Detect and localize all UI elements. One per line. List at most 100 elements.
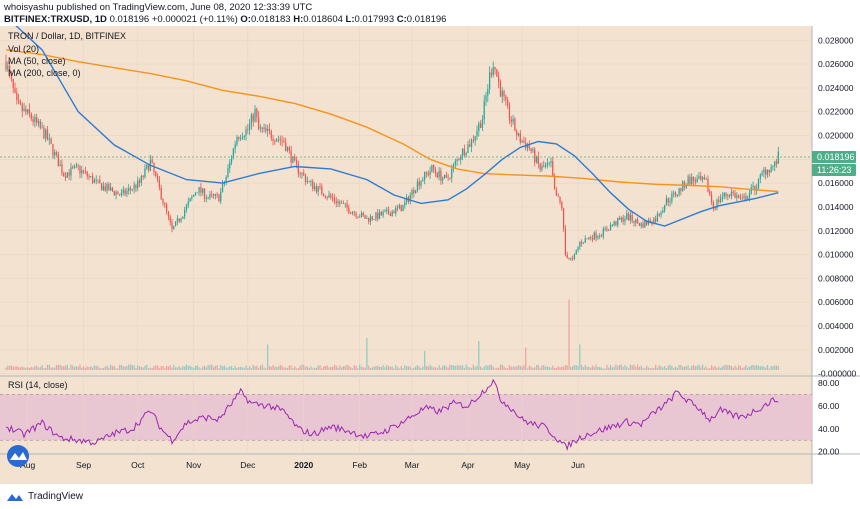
candle-body [268, 128, 271, 132]
volume-bar [700, 367, 702, 370]
candle-body [582, 242, 585, 244]
volume-bar [324, 365, 327, 370]
candle-body [211, 194, 213, 195]
candle-body [656, 213, 659, 222]
volume-bar [355, 365, 357, 370]
volume-bar [147, 368, 150, 370]
legend-ma200[interactable]: MA (200, close, 0) [8, 68, 81, 78]
candle-body [449, 177, 451, 179]
candle-body [662, 210, 664, 213]
candle-body [496, 69, 498, 77]
volume-bar [312, 368, 314, 370]
candle-body [45, 129, 47, 139]
rsi-legend[interactable]: RSI (14, close) [8, 380, 68, 390]
candle-body [620, 217, 622, 220]
volume-bar [369, 368, 372, 370]
candle-body [193, 195, 195, 197]
symbol-label: BITFINEX:TRXUSD, 1D [4, 14, 107, 25]
volume-bar [671, 365, 673, 370]
candle-body [687, 176, 689, 185]
volume-bar [247, 368, 249, 370]
close-label: C: [396, 14, 407, 25]
volume-bar [716, 367, 718, 370]
volume-bar [402, 368, 404, 370]
candle-body [597, 236, 599, 239]
volume-bar [301, 364, 303, 370]
tradingview-brand[interactable]: TradingView [6, 491, 83, 502]
volume-bar [599, 366, 601, 370]
candle-body [738, 195, 740, 198]
volume-bar [582, 367, 585, 370]
legend-vol[interactable]: Vol (20) [8, 44, 39, 54]
candle-body [458, 159, 460, 161]
candle-body [191, 196, 193, 199]
candle-body [101, 183, 103, 191]
candle-body [629, 214, 632, 221]
volume-bar [220, 365, 222, 370]
candle-body [507, 99, 509, 106]
volume-bar [171, 367, 173, 370]
candle-body [54, 151, 56, 156]
low-value: 0.017993 [354, 14, 395, 25]
candle-body [445, 174, 447, 178]
candle-body [559, 196, 561, 203]
legend-title[interactable]: TRON / Dollar, 1D, BITFINEX [8, 31, 126, 41]
volume-bar [191, 366, 193, 370]
candle-body [433, 164, 435, 170]
volume-bar [490, 364, 493, 370]
volume-bar [353, 365, 355, 370]
candle-body [622, 217, 624, 222]
volume-bar [178, 366, 180, 370]
volume-bar [375, 365, 377, 370]
volume-bar [144, 365, 146, 370]
candle-body [371, 216, 373, 220]
price-chart[interactable]: 0.028000 0.026000 0.024000 0.022000 0.020000… [0, 26, 860, 484]
candle-body [626, 213, 628, 219]
candle-body [110, 187, 112, 191]
price-tick-label: 0.008000 [818, 273, 854, 283]
volume-bar [126, 365, 128, 370]
candle-body [474, 136, 476, 141]
volume-bar [721, 366, 724, 370]
candle-body [664, 205, 666, 211]
candle-body [674, 192, 677, 196]
tv-chart-badge[interactable] [7, 445, 29, 467]
candle-body [348, 207, 350, 213]
volume-bar [474, 366, 476, 370]
candle-body [111, 187, 114, 191]
candle-body [389, 213, 391, 217]
candle-body [77, 165, 79, 167]
candle-body [364, 215, 366, 219]
volume-bar [328, 367, 330, 370]
volume-bar [322, 366, 325, 370]
volume-bar [436, 368, 438, 370]
candle-body [12, 79, 14, 89]
legend-ma50[interactable]: MA (50, close) [8, 56, 66, 66]
candle-body [617, 218, 619, 226]
candle-body [369, 216, 372, 222]
volume-bar [469, 367, 471, 370]
rsi-tick-label: 40.00 [818, 424, 840, 434]
tv-badge-circle[interactable] [7, 445, 29, 467]
candle-body [261, 127, 263, 129]
volume-bar [593, 367, 595, 370]
volume-bar [633, 364, 635, 370]
candle-body [321, 186, 323, 194]
volume-bar [339, 365, 341, 370]
time-tick-label: Apr [461, 460, 474, 470]
candle-body [368, 217, 370, 222]
volume-bar [137, 365, 139, 370]
candle-body [405, 197, 408, 203]
candle-body [465, 152, 467, 156]
candle-body [588, 237, 590, 239]
volume-bar [335, 365, 337, 370]
price-tick-label: 0.028000 [818, 35, 854, 45]
candle-body [660, 212, 662, 216]
candle-body [171, 222, 173, 230]
candle-body [555, 189, 558, 196]
close-value: 0.018196 [406, 14, 447, 25]
volume-bar [640, 365, 642, 370]
volume-bar [696, 365, 698, 370]
volume-bar [256, 365, 258, 370]
candle-body [488, 72, 491, 89]
